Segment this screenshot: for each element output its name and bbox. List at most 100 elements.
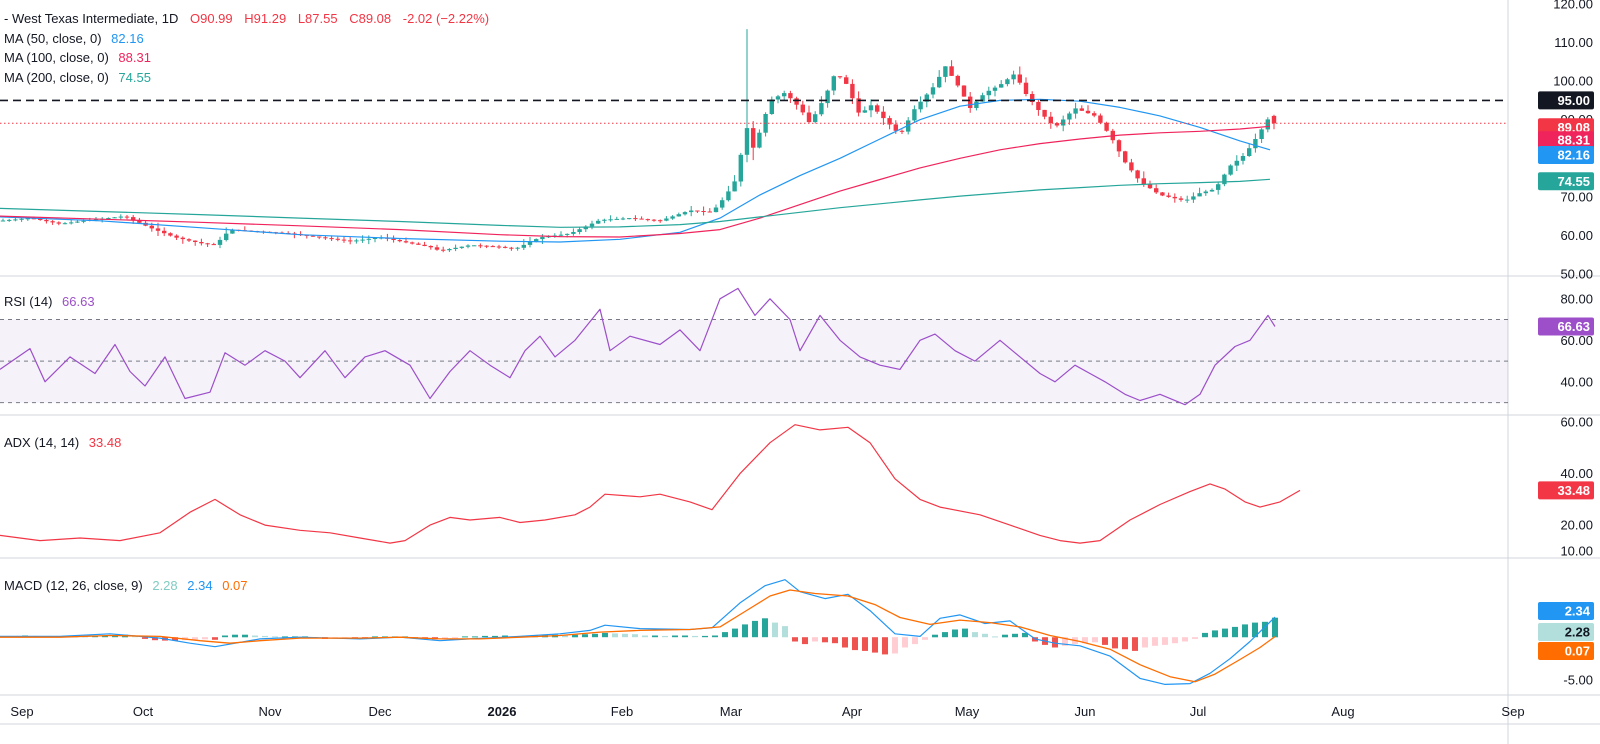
macd-histogram-bar [602, 632, 608, 638]
macd-histogram-bar [212, 637, 218, 640]
axis-badge-text: 0.07 [1565, 644, 1590, 659]
candle-body [521, 244, 526, 248]
candle-body [999, 84, 1004, 88]
candle-body [819, 103, 824, 115]
candle-body [577, 229, 582, 232]
macd-histogram-bar [882, 637, 888, 655]
candle-body [472, 245, 477, 247]
axis-badge-text: 33.48 [1557, 483, 1590, 498]
candle-body [608, 219, 613, 221]
time-axis-label[interactable]: Apr [842, 704, 863, 719]
candle-body [583, 226, 588, 230]
macd-histogram-bar [902, 637, 908, 648]
rsi-legend-label[interactable]: RSI (14) [4, 294, 53, 309]
candle-body [651, 219, 657, 221]
macd-legend-label[interactable]: MACD (12, 26, close, 9) [4, 578, 143, 593]
candle-body [1191, 196, 1196, 200]
candle-body [1042, 109, 1047, 117]
macd-histogram-bar [1182, 637, 1188, 642]
macd-histogram-bar [1132, 637, 1138, 651]
macd-histogram-bar [1152, 637, 1158, 646]
axis-badge [1538, 172, 1594, 191]
symbol-title[interactable]: - West Texas Intermediate, 1D [4, 11, 179, 26]
macd-histogram-bar [742, 624, 748, 638]
ma-line-2 [0, 178, 1271, 228]
candle-body [453, 247, 458, 249]
candle-body [75, 221, 80, 223]
candle-body [887, 118, 892, 125]
macd-panel[interactable] [0, 579, 1278, 685]
time-axis-label[interactable]: Dec [368, 704, 392, 719]
time-axis-label[interactable]: Jul [1190, 704, 1207, 719]
candle-body [639, 218, 644, 220]
candle-body [1154, 188, 1159, 193]
macd-histogram-bar [1222, 628, 1228, 638]
macd-histogram-bar [442, 637, 448, 639]
time-axis[interactable]: Sep Oct Nov Dec 2026 Feb Mar Apr May Jun Jul Aug Sep [10, 704, 1524, 719]
macd-histogram-bar [572, 634, 578, 638]
time-axis-label[interactable]: Mar [720, 704, 743, 719]
candle-body [1172, 196, 1177, 199]
candle-body [1073, 108, 1078, 114]
candle-body [1036, 102, 1041, 110]
ma200-legend-value: 74.55 [118, 69, 151, 85]
candle-body [1129, 162, 1134, 171]
macd-histogram-bar [192, 637, 198, 640]
macd-histogram-bar [852, 637, 858, 651]
candle-body [410, 242, 415, 244]
axis-tick-label: 40.00 [1560, 374, 1593, 389]
ma200-legend-label[interactable]: MA (200, close, 0) [4, 69, 109, 85]
candle-body [1079, 108, 1084, 111]
candle-body [1067, 113, 1072, 120]
candle-body [25, 218, 30, 220]
candle-body [180, 237, 185, 240]
macd-histogram-bar [642, 635, 648, 638]
macd-histogram-bar [892, 637, 898, 654]
candle-body [1209, 189, 1215, 192]
candle-body [1104, 122, 1109, 131]
ma100-legend-label[interactable]: MA (100, close, 0) [4, 50, 109, 65]
candle-body [1178, 198, 1184, 200]
price-panel[interactable] [0, 29, 1508, 253]
rsi-legend: RSI (14) 66.63 [4, 293, 95, 312]
rsi-panel[interactable] [0, 287, 1508, 406]
adx-legend-label[interactable]: ADX (14, 14) [4, 435, 80, 450]
candle-body [751, 128, 756, 148]
macd-histogram-bar [492, 635, 498, 638]
candle-body [447, 249, 452, 251]
candle-body [1030, 94, 1035, 102]
axis-tick-label: 10.00 [1560, 543, 1593, 558]
candle-body [974, 101, 979, 108]
candle-body [317, 236, 322, 238]
time-axis-label[interactable]: Nov [258, 704, 282, 719]
adx-legend: ADX (14, 14) 33.48 [4, 434, 121, 453]
macd-histogram-bar [282, 636, 288, 638]
time-axis-label[interactable]: 2026 [488, 704, 517, 719]
candle-body [1166, 195, 1171, 197]
candle-body [1203, 191, 1208, 194]
time-axis-label[interactable]: May [955, 704, 980, 719]
candle-body [211, 244, 216, 246]
macd-histogram-bar [762, 618, 768, 638]
time-axis-label[interactable]: Jun [1075, 704, 1096, 719]
adx-panel[interactable] [0, 424, 1301, 544]
time-axis-label[interactable]: Feb [611, 704, 633, 719]
time-axis-label[interactable]: Oct [133, 704, 154, 719]
macd-signal-line [0, 589, 1276, 683]
candle-body [850, 83, 855, 99]
candle-body [844, 77, 849, 84]
time-axis-label[interactable]: Aug [1331, 704, 1354, 719]
candle-body [645, 219, 650, 221]
candle-body [230, 229, 235, 234]
candle-body [862, 110, 867, 113]
macd-histogram-bar [702, 635, 708, 638]
price-legend: - West Texas Intermediate, 1D O90.99 H91… [4, 10, 489, 88]
candle-body [13, 219, 18, 221]
candle-body [1160, 192, 1165, 196]
time-axis-label[interactable]: Sep [1501, 704, 1524, 719]
axis-badge-text: 74.55 [1557, 174, 1590, 189]
time-axis-label[interactable]: Sep [10, 704, 33, 719]
ma50-legend-label[interactable]: MA (50, close, 0) [4, 30, 102, 46]
candle-body [961, 85, 967, 97]
